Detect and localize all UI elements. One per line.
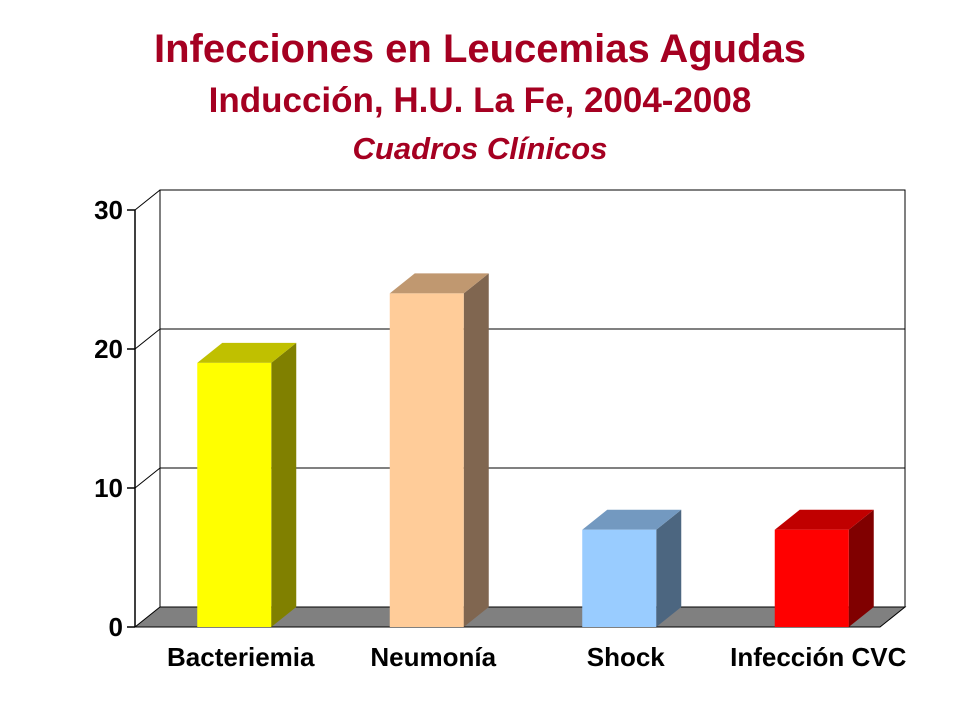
bar-front [389, 293, 464, 627]
chart-subsubtitle: Cuadros Clínicos [352, 131, 608, 166]
chart-title: Infecciones en Leucemias Agudas [153, 27, 807, 71]
x-category-label: Shock [587, 642, 666, 672]
x-category-label: Bacteriemia [167, 642, 315, 672]
bar-top [197, 342, 297, 363]
y-tick-label: 20 [94, 334, 123, 364]
chart-subtitle: Inducción, H.U. La Fe, 2004-2008 [208, 81, 752, 120]
y-tick-label: 10 [94, 473, 123, 503]
x-category-labels: Bacteriemia Neumonía Shock Infección CVC [167, 642, 907, 672]
bar-front [582, 529, 657, 627]
x-category-label: Neumonía [370, 642, 496, 672]
bar [774, 509, 874, 627]
bar-side [656, 509, 682, 627]
bar [389, 273, 489, 627]
bar [197, 342, 297, 627]
bar-front [197, 362, 272, 627]
gridline-side [134, 467, 161, 489]
y-axis [127, 209, 136, 628]
bar [582, 509, 682, 627]
x-category-label: Infección CVC [730, 642, 906, 672]
bar-front [774, 529, 849, 627]
gridline-side [134, 328, 161, 350]
bar-side [848, 509, 874, 627]
bar-top [774, 509, 874, 530]
bars [197, 273, 874, 627]
bar-side [463, 273, 489, 627]
y-tick-label: 30 [94, 195, 123, 225]
gridline-side [134, 189, 161, 211]
bar-top [389, 273, 489, 294]
y-tick-labels: 0 10 20 30 [94, 195, 123, 642]
y-tick-label: 0 [109, 612, 123, 642]
bar-top [582, 509, 682, 530]
bar-side [271, 342, 297, 627]
